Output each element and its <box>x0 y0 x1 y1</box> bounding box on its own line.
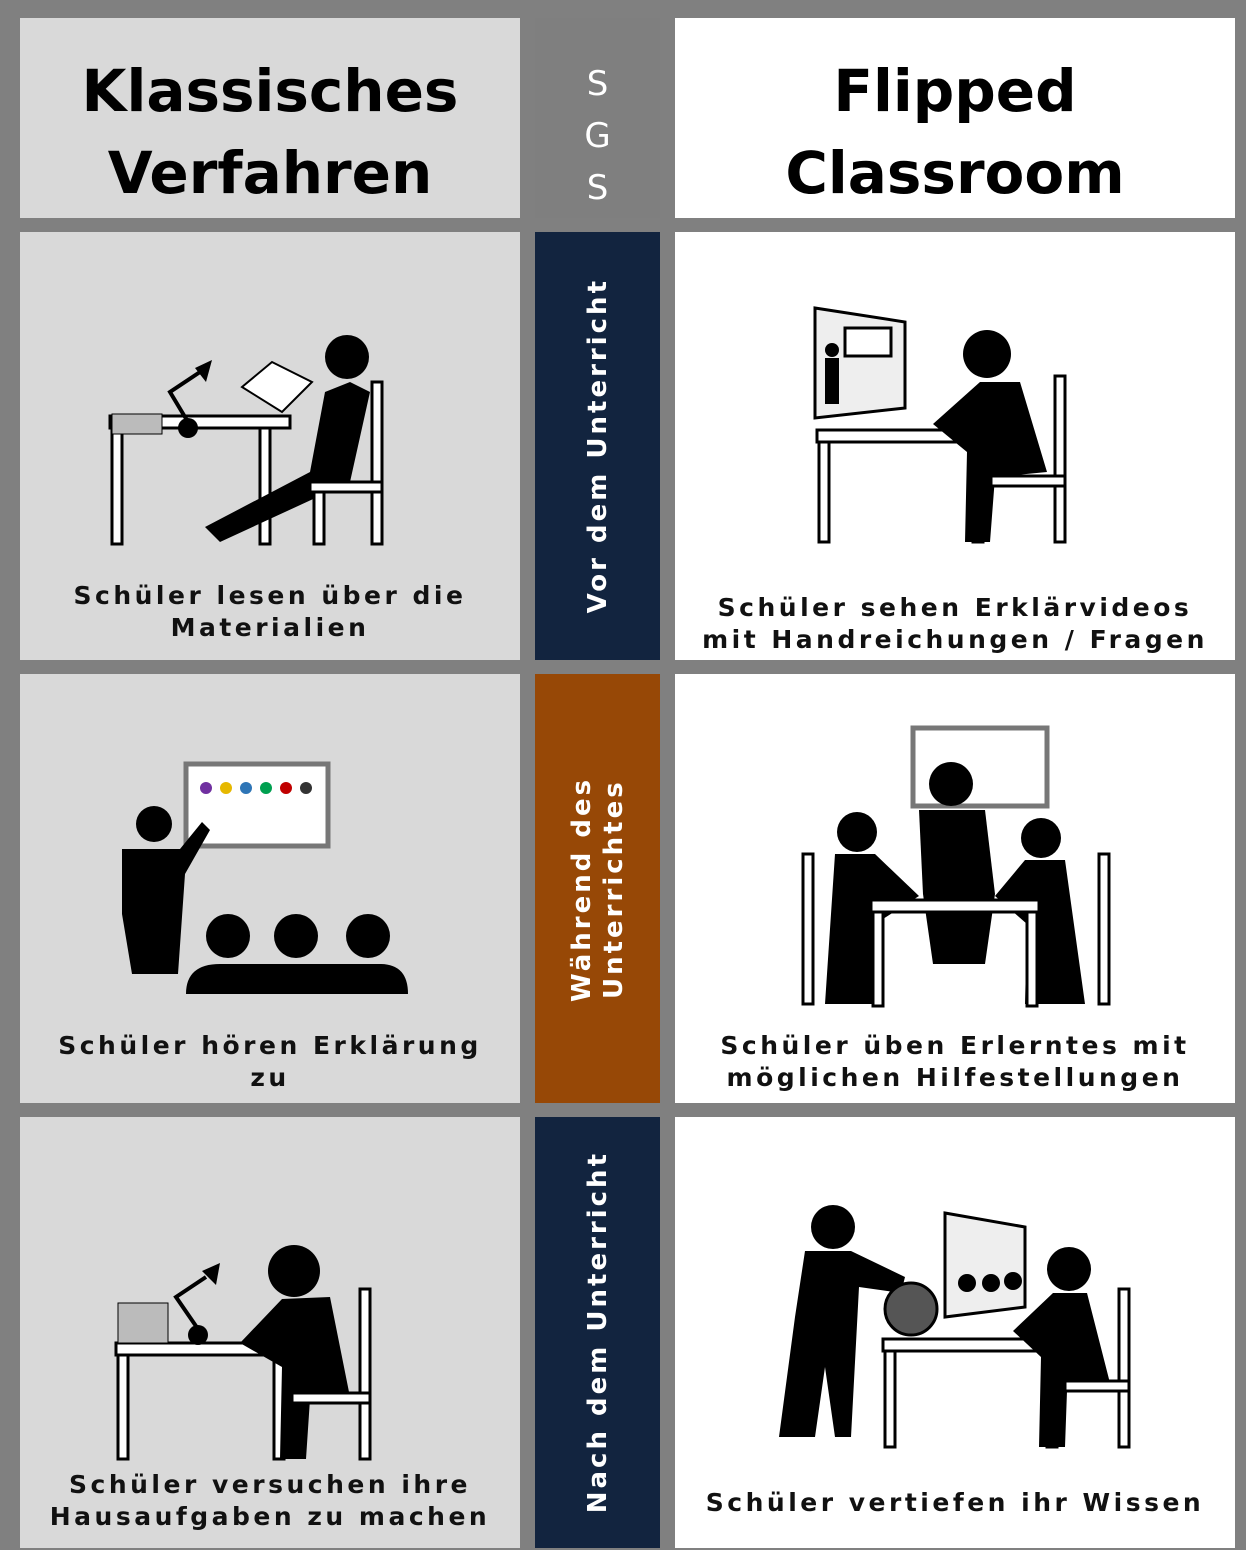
caption-line: Schüler vertiefen ihr Wissen <box>705 1488 1205 1517</box>
caption-line: möglichen Hilfestellungen <box>726 1063 1184 1092</box>
caption: Schüler üben Erlerntes mit möglichen Hilf… <box>675 1030 1235 1094</box>
caption-line: Schüler sehen Erklärvideos <box>717 593 1193 622</box>
pictogram <box>801 725 1111 1008</box>
caption-line: Schüler hören Erklärung <box>58 1031 482 1060</box>
caption-line: Schüler lesen über die <box>73 581 467 610</box>
caption-line: mit Handreichungen / Fragen <box>702 625 1208 654</box>
cell: Schüler lesen über die Materialien <box>20 232 520 660</box>
caption: Schüler versuchen ihre Hausaufgaben zu ma… <box>20 1469 520 1533</box>
pictogram <box>108 335 384 546</box>
phase-label: Nach dem Unterricht <box>582 1151 613 1514</box>
caption: Schüler hören Erklärung zu <box>20 1030 520 1094</box>
title-line: Flipped <box>833 57 1077 125</box>
pictogram <box>114 1245 372 1461</box>
caption-line: Schüler üben Erlerntes mit <box>720 1031 1190 1060</box>
caption-line: zu <box>250 1063 290 1092</box>
cell: Schüler sehen Erklärvideos mit Handreichu… <box>675 232 1235 660</box>
phase-cell: Nach dem Unterricht <box>535 1117 660 1548</box>
phase-cell: Vor dem Unterricht <box>535 232 660 660</box>
caption: Schüler sehen Erklärvideos mit Handreichu… <box>675 592 1235 656</box>
phase-label: Während des Unterrichtes <box>566 775 629 1002</box>
caption-line: Materialien <box>170 613 370 642</box>
pictogram <box>813 306 1067 544</box>
caption-line: Hausaufgaben zu machen <box>49 1502 491 1531</box>
phase-label: Vor dem Unterricht <box>582 278 613 614</box>
cell: Schüler versuchen ihre Hausaufgaben zu ma… <box>20 1117 520 1548</box>
header-right: Flipped Classroom <box>675 18 1235 218</box>
pictogram <box>779 1205 1131 1449</box>
title-line: Verfahren <box>107 139 433 207</box>
cell: Schüler hören Erklärung zu <box>20 674 520 1103</box>
pictogram <box>122 761 408 994</box>
cell: Schüler üben Erlerntes mit möglichen Hilf… <box>675 674 1235 1103</box>
caption: Schüler lesen über die Materialien <box>20 580 520 644</box>
caption: Schüler vertiefen ihr Wissen <box>675 1487 1235 1519</box>
title-line: Classroom <box>785 139 1125 207</box>
cell: Schüler vertiefen ihr Wissen <box>675 1117 1235 1548</box>
letter: S <box>586 64 609 104</box>
title-line: Klassisches <box>81 57 459 125</box>
header-left: Klassisches Verfahren <box>20 18 520 218</box>
letter: S <box>586 168 609 208</box>
caption-line: Schüler versuchen ihre <box>69 1470 471 1499</box>
phase-cell: Während des Unterrichtes <box>535 674 660 1103</box>
letter: G <box>584 116 611 156</box>
